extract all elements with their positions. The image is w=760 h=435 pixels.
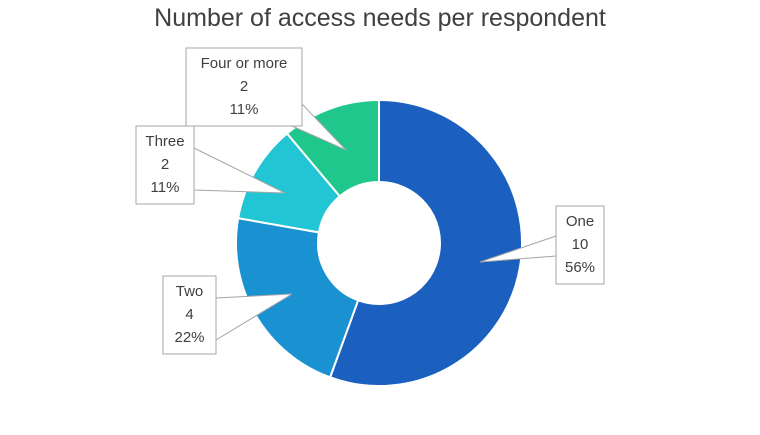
slice-one (328, 98, 523, 387)
data-label-category-three: Three (145, 133, 184, 150)
data-label-category-two: Two (176, 283, 204, 300)
data-label-percent-one: 56% (565, 259, 595, 276)
data-label-value-two: 4 (185, 306, 193, 323)
doughnut-slices (235, 98, 523, 387)
slice-two (235, 217, 360, 379)
data-label-category-four-or-more: Four or more (201, 55, 288, 72)
data-label-percent-two: 22% (174, 329, 204, 346)
data-label-percent-three: 11% (151, 179, 180, 196)
data-label-value-four-or-more: 2 (240, 78, 248, 95)
callout-box-three (135, 125, 195, 205)
callout-box-one (555, 205, 605, 285)
data-label-value-three: 2 (161, 156, 169, 173)
data-label-percent-four-or-more: 11% (230, 101, 259, 118)
callout-box-four-or-more (185, 47, 303, 127)
callout-box-two (162, 275, 217, 355)
chart-title: Number of access needs per respondent (154, 4, 606, 32)
data-label-value-one: 10 (572, 236, 589, 253)
data-label-category-one: One (566, 213, 594, 230)
data-label-callouts: One 10 56% Two 4 22% Three 2 11% Four or more 2 11% (135, 47, 605, 355)
